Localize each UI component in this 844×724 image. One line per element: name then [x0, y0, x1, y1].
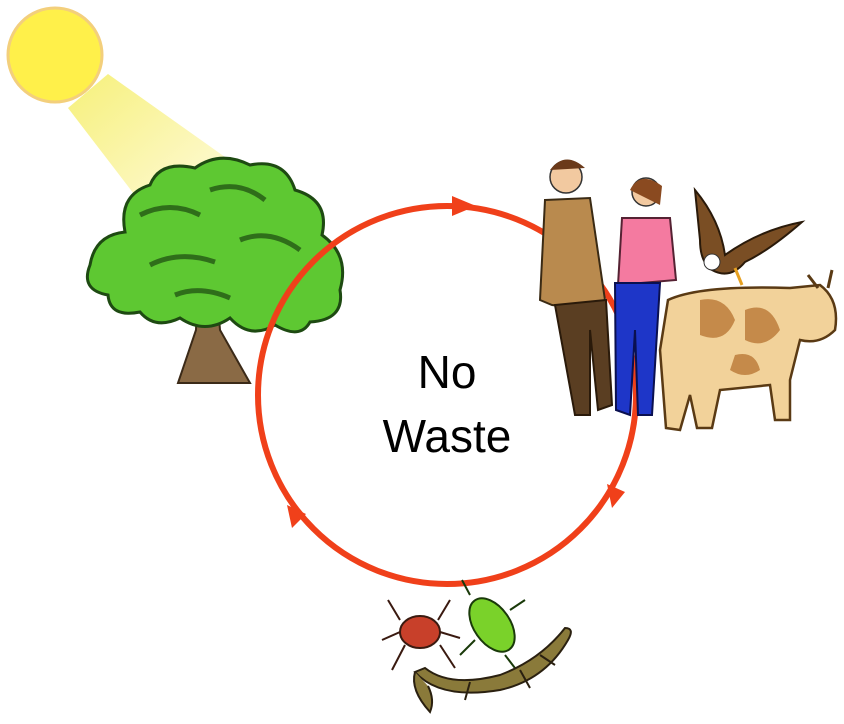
sun — [8, 8, 102, 102]
cow — [660, 270, 836, 430]
center-label-line: No — [418, 346, 477, 398]
cycle-arrow — [452, 196, 476, 216]
eagle — [695, 190, 802, 285]
page: No Waste (() => { const data = JSON.pars… — [0, 0, 844, 724]
bugs — [382, 580, 525, 672]
diagram: No Waste — [0, 0, 844, 724]
center-label-line: Waste — [383, 410, 512, 462]
cycle-arrow — [607, 484, 625, 508]
people — [540, 159, 676, 415]
